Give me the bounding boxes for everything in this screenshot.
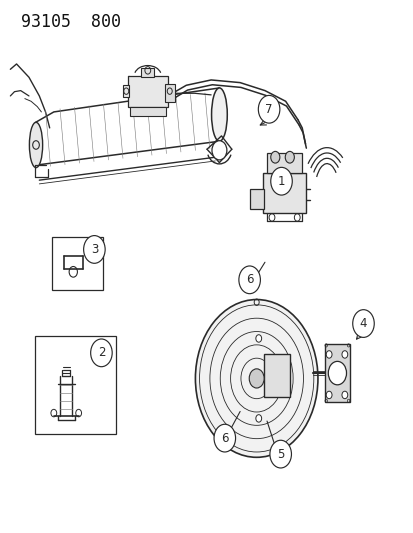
Text: 2: 2 [97,346,105,359]
Bar [164,84,175,102]
Circle shape [255,415,261,422]
Circle shape [195,300,317,457]
Circle shape [270,167,292,195]
Circle shape [352,310,373,337]
Text: 6: 6 [245,273,253,286]
Bar [262,173,306,213]
Bar [52,237,103,290]
Circle shape [325,351,331,358]
Text: 1: 1 [277,175,285,188]
Ellipse shape [29,123,43,167]
Circle shape [341,351,347,358]
Bar [35,336,116,434]
Circle shape [341,391,347,399]
Circle shape [214,424,235,452]
Circle shape [269,440,291,468]
Bar [128,76,167,107]
Circle shape [238,266,260,294]
Circle shape [328,361,346,385]
Circle shape [325,391,331,399]
Text: 3: 3 [90,243,98,256]
Text: 7: 7 [265,103,272,116]
Bar [266,153,301,173]
Bar [324,344,349,402]
Text: 5: 5 [276,448,284,461]
Text: 6: 6 [221,432,228,445]
Circle shape [83,236,105,263]
Circle shape [255,335,261,342]
Circle shape [258,95,279,123]
Text: 93105  800: 93105 800 [21,13,121,31]
Bar [130,107,165,116]
Bar [166,85,172,97]
Circle shape [270,151,279,163]
Ellipse shape [211,88,227,141]
Circle shape [285,151,294,163]
Bar [249,189,263,209]
Text: 4: 4 [359,317,366,330]
Bar [123,85,129,97]
Bar [140,68,154,77]
Bar [263,354,289,397]
Circle shape [249,369,263,388]
Circle shape [90,339,112,367]
Circle shape [211,141,226,160]
